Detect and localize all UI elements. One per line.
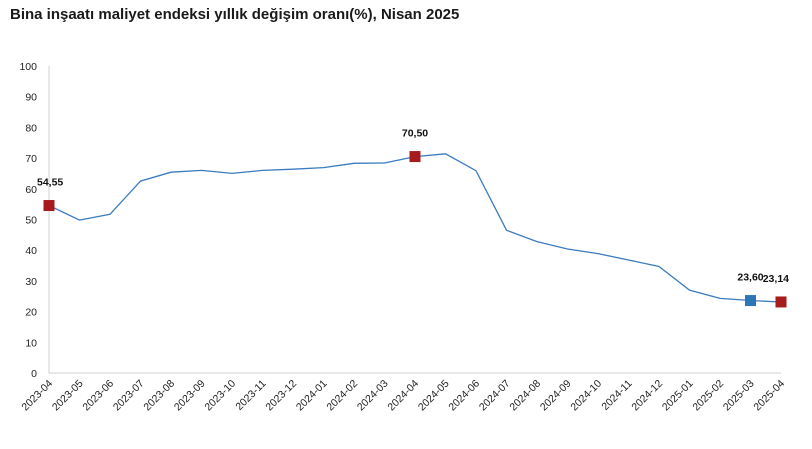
data-label: 54,55 xyxy=(37,177,63,189)
x-tick-label: 2023-10 xyxy=(202,378,238,414)
x-tick-label: 2024-05 xyxy=(416,378,452,414)
chart-title: Bina inşaatı maliyet endeksi yıllık deği… xyxy=(10,6,460,23)
data-label: 23,60 xyxy=(737,272,763,284)
y-axis-ticks: 0 10 20 30 40 50 60 70 80 90 100 xyxy=(19,61,37,380)
y-tick-label: 30 xyxy=(25,276,37,288)
y-tick-label: 40 xyxy=(25,245,37,257)
x-tick-label: 2024-12 xyxy=(629,378,665,414)
x-tick-label: 2024-02 xyxy=(324,378,360,414)
x-tick-label: 2023-12 xyxy=(263,378,299,414)
x-tick-label: 2025-01 xyxy=(660,378,696,414)
x-tick-label: 2023-06 xyxy=(80,378,116,414)
y-tick-label: 20 xyxy=(25,307,37,319)
markers-layer: 54,55 70,50 23,60 23,14 xyxy=(37,128,789,308)
series-line xyxy=(48,153,782,303)
x-tick-label: 2023-11 xyxy=(233,378,268,413)
x-tick-label: 2024-10 xyxy=(568,378,604,414)
x-tick-label: 2024-01 xyxy=(294,378,330,414)
y-tick-label: 100 xyxy=(19,61,37,73)
data-label: 23,14 xyxy=(763,273,789,285)
data-label: 70,50 xyxy=(402,128,428,140)
x-tick-label: 2024-09 xyxy=(538,378,574,414)
x-tick-label: 2023-07 xyxy=(111,378,147,414)
y-tick-label: 60 xyxy=(25,184,37,196)
y-tick-label: 90 xyxy=(25,92,37,104)
x-tick-label: 2023-05 xyxy=(50,378,86,414)
x-tick-label: 2023-09 xyxy=(172,378,208,414)
y-tick-label: 70 xyxy=(25,153,37,165)
x-tick-label: 2023-04 xyxy=(19,378,55,414)
x-tick-label: 2024-03 xyxy=(355,378,391,414)
series-layer xyxy=(48,153,782,303)
x-tick-label: 2025-03 xyxy=(721,378,757,414)
x-tick-label: 2024-08 xyxy=(507,378,543,414)
x-tick-label: 2025-02 xyxy=(690,378,726,414)
y-tick-label: 0 xyxy=(31,368,37,380)
y-tick-label: 10 xyxy=(25,337,37,349)
data-point-marker xyxy=(745,295,756,307)
x-axis-ticks: 2023-042023-052023-062023-072023-082023-… xyxy=(19,378,787,414)
x-tick-label: 2023-08 xyxy=(141,378,177,414)
x-tick-label: 2024-06 xyxy=(446,378,482,414)
y-tick-label: 80 xyxy=(25,122,37,134)
x-tick-label: 2024-11 xyxy=(599,378,634,413)
data-point-marker xyxy=(775,296,787,308)
data-point-marker xyxy=(43,200,55,212)
data-point-marker xyxy=(409,151,421,163)
x-tick-label: 2025-04 xyxy=(751,378,787,414)
x-tick-label: 2024-07 xyxy=(477,378,513,414)
y-tick-label: 50 xyxy=(25,215,37,227)
x-tick-label: 2024-04 xyxy=(385,378,421,414)
